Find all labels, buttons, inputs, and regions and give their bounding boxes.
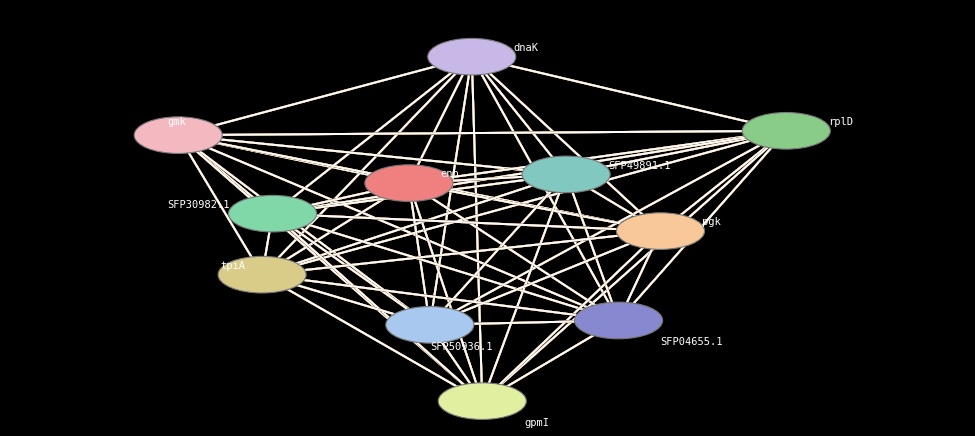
Text: gpmI: gpmI <box>525 418 549 428</box>
Text: dnaK: dnaK <box>514 43 539 53</box>
Text: SFP49891.1: SFP49891.1 <box>608 161 671 170</box>
Circle shape <box>742 112 831 149</box>
Circle shape <box>228 195 317 232</box>
Text: SFP50936.1: SFP50936.1 <box>430 342 492 351</box>
Text: tpiA: tpiA <box>220 261 245 271</box>
Circle shape <box>616 213 705 249</box>
Circle shape <box>438 383 526 419</box>
Circle shape <box>522 156 610 193</box>
Text: gmk: gmk <box>168 117 186 127</box>
Circle shape <box>428 38 516 75</box>
Circle shape <box>386 307 474 343</box>
Circle shape <box>135 117 222 153</box>
Text: pgk: pgk <box>702 218 722 227</box>
Circle shape <box>218 256 306 293</box>
Circle shape <box>574 302 663 339</box>
Text: rplD: rplD <box>828 117 853 127</box>
Text: SFP04655.1: SFP04655.1 <box>660 337 723 347</box>
Text: SFP30982.1: SFP30982.1 <box>168 200 230 210</box>
Circle shape <box>365 165 453 201</box>
Text: eno: eno <box>441 170 459 179</box>
